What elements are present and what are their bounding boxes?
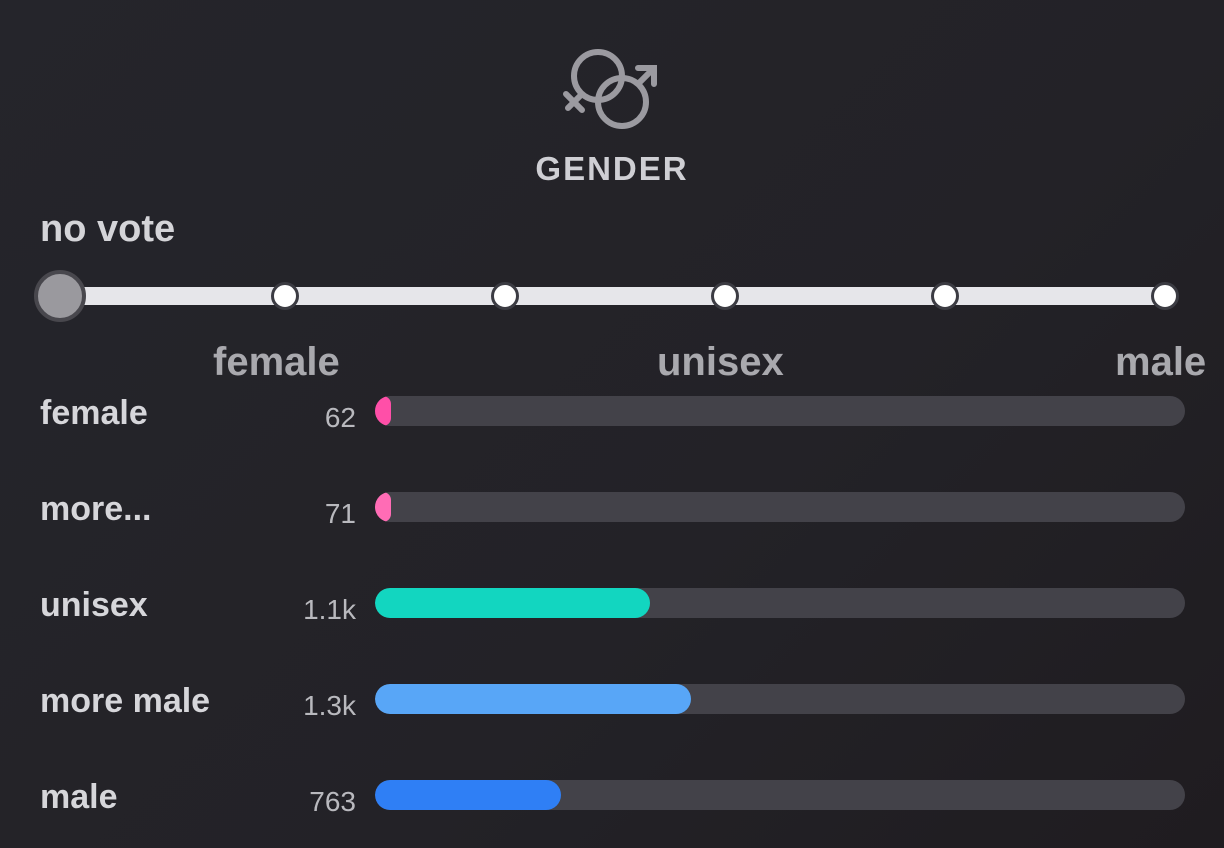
row-count: 763 (309, 786, 356, 817)
row-label: unisex (40, 586, 148, 624)
slider-stop-3[interactable] (711, 282, 739, 310)
slider-stop-5[interactable] (1151, 282, 1179, 310)
page-title: GENDER (535, 150, 689, 187)
slider-thumb[interactable] (34, 270, 86, 322)
bar-fill (375, 780, 562, 810)
row-count: 1.3k (303, 690, 356, 721)
row-label: male (40, 778, 118, 816)
slider-stop-4[interactable] (931, 282, 959, 310)
bar-track (375, 684, 1185, 714)
row-label: more male (40, 682, 211, 720)
slider-stop-2[interactable] (491, 282, 519, 310)
result-row-unisex: unisex 1.1k (0, 586, 1224, 626)
bar-fill (375, 684, 691, 714)
scale-label-female: female (213, 340, 340, 384)
scale-label-male: male (1115, 340, 1207, 384)
bar-fill (375, 588, 651, 618)
result-row-male: male 763 (0, 778, 1224, 818)
row-label: female (40, 394, 148, 432)
scale-label-unisex: unisex (657, 340, 784, 384)
row-count: 1.1k (303, 594, 356, 625)
bar-track (375, 492, 1185, 522)
vote-status-label: no vote (40, 208, 176, 250)
gender-vote-slider[interactable] (34, 270, 1186, 322)
result-row-more-female: more... 71 (0, 490, 1224, 530)
row-count: 71 (324, 498, 356, 529)
row-label: more... (40, 490, 152, 528)
row-count: 62 (324, 402, 356, 433)
bar-fill (375, 492, 392, 522)
slider-track[interactable] (62, 287, 1174, 305)
result-row-more-male: more male 1.3k (0, 682, 1224, 722)
slider-stop-1[interactable] (271, 282, 299, 310)
bar-track (375, 588, 1185, 618)
bar-track (375, 780, 1185, 810)
bar-fill (375, 396, 392, 426)
gender-symbols-icon (563, 49, 657, 129)
result-row-female: female 62 (0, 394, 1224, 434)
bar-track (375, 396, 1185, 426)
